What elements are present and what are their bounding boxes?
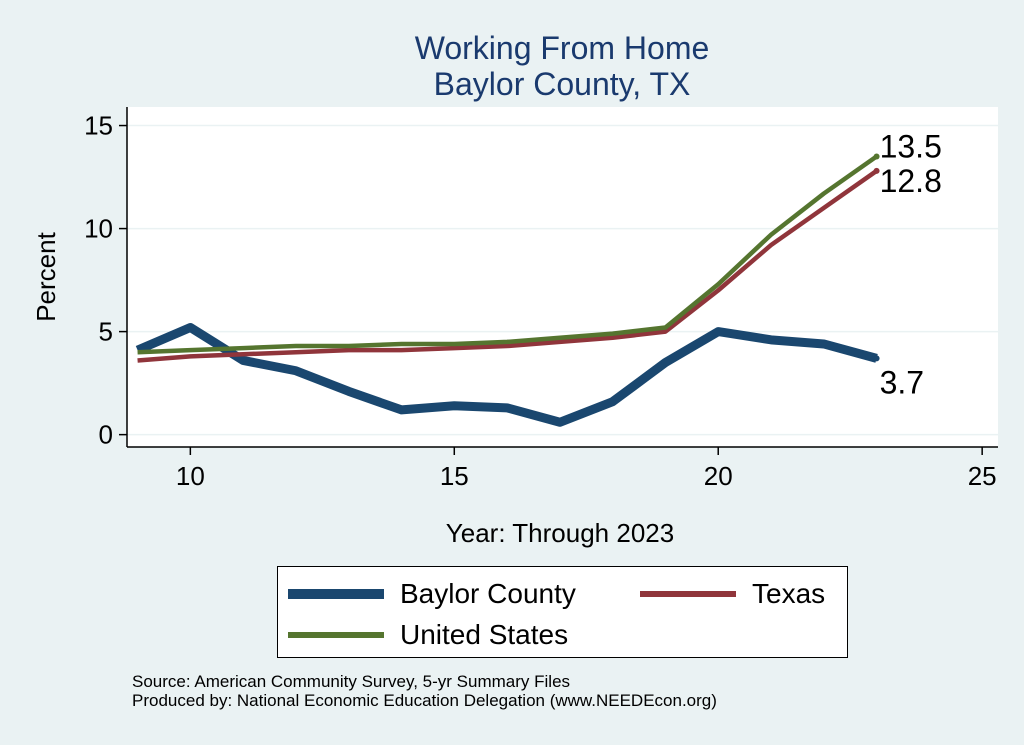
- end-value-label: 12.8: [880, 163, 942, 199]
- produced-by-text: Produced by: National Economic Education…: [132, 691, 717, 710]
- legend-item-united-states: United States: [288, 619, 569, 650]
- y-axis-ticks: 0 5 10 15: [84, 111, 127, 450]
- y-tick-label: 0: [99, 420, 113, 450]
- end-marker: [873, 355, 880, 362]
- legend-item-baylor-county: Baylor County: [288, 578, 576, 609]
- end-marker: [873, 153, 880, 160]
- legend: Baylor County Texas United States: [277, 566, 848, 658]
- x-tick-label: 10: [176, 461, 205, 491]
- end-marker: [873, 167, 880, 174]
- y-tick-label: 15: [84, 111, 113, 141]
- plot-background: [127, 107, 998, 447]
- y-tick-label: 10: [84, 214, 113, 244]
- legend-item-texas: Texas: [640, 578, 826, 609]
- series-line-united-states: [137, 154, 878, 355]
- gridlines: [127, 124, 998, 436]
- series-lines: [135, 154, 878, 427]
- chart-title: Working From Home: [414, 30, 710, 66]
- series-line-texas: [137, 169, 878, 363]
- legend-label: United States: [400, 619, 569, 650]
- legend-label: Texas: [752, 578, 826, 609]
- end-labels: 3.7 12.813.5: [873, 128, 942, 400]
- x-axis-label: Year: Through 2023: [445, 518, 675, 548]
- y-tick-label: 5: [99, 317, 113, 347]
- legend-label: Baylor County: [400, 578, 576, 609]
- y-axis-label: Percent: [31, 231, 61, 321]
- source-note: Source: American Community Survey, 5-yr …: [132, 672, 717, 710]
- chart-subtitle: Baylor County, TX: [433, 66, 691, 102]
- x-axis-ticks: 10 15 20 25: [176, 447, 997, 491]
- x-tick-label: 20: [704, 461, 733, 491]
- legend-swatch: [288, 589, 384, 599]
- source-text: Source: American Community Survey, 5-yr …: [132, 672, 571, 691]
- series-line-baylor-county: [135, 322, 878, 427]
- legend-swatch: [640, 591, 736, 597]
- x-tick-label: 15: [440, 461, 469, 491]
- x-tick-label: 25: [968, 461, 997, 491]
- legend-swatch: [288, 632, 384, 638]
- end-value-label: 3.7: [880, 364, 924, 400]
- end-value-label: 13.5: [880, 128, 942, 164]
